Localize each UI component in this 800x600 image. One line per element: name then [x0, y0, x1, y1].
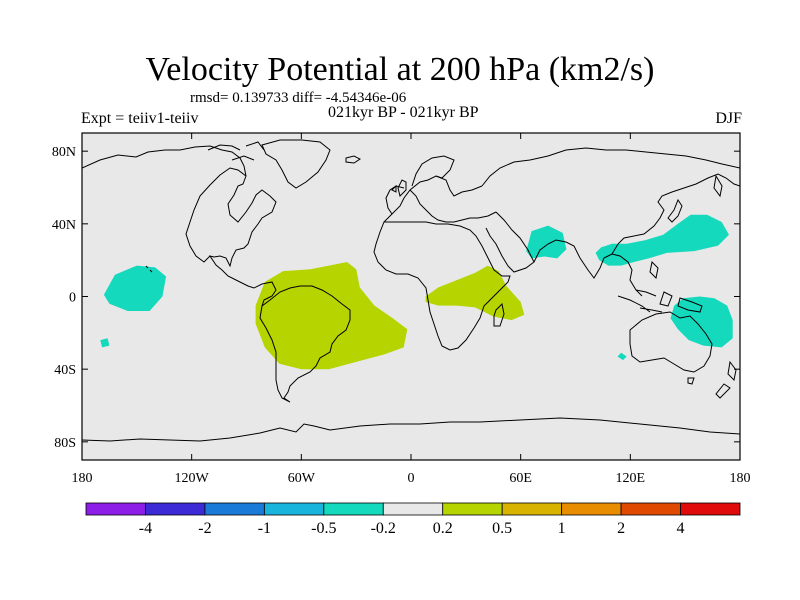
colorbar-swatch: [680, 502, 741, 516]
colorbar-label: -2: [198, 520, 211, 537]
coastline-australia: [629, 311, 713, 373]
colorbar-label: -1: [258, 520, 271, 537]
colorbar-label: 1: [558, 520, 566, 537]
colorbar-label: -0.2: [371, 520, 396, 537]
season-label: DJF: [715, 110, 742, 127]
map-ocean-background: [82, 133, 740, 460]
period-label: 021kyr BP - 021kyr BP: [328, 104, 479, 121]
coastline-tasmania: [687, 377, 695, 385]
coastline-indonesia: [617, 289, 703, 313]
coastline-kamchatka: [713, 174, 723, 198]
coastline-british-isles: [391, 179, 407, 197]
lon-tick-label: 60W: [288, 471, 316, 486]
colorbar-label: 4: [677, 520, 685, 537]
lat-tick-label: 40N: [52, 218, 76, 233]
colorbar-label: -0.5: [311, 520, 336, 537]
south-america-positive-anomaly: [255, 262, 408, 370]
lon-tick-label: 180: [72, 471, 93, 486]
lat-tick-label: 0: [69, 291, 76, 306]
lon-tick-label: 120W: [175, 471, 210, 486]
colorbar-swatch: [85, 502, 146, 516]
coastline-hawaii: [145, 265, 153, 273]
colorbar-swatch: [263, 502, 325, 516]
coastline-iceland: [345, 155, 361, 164]
rmsd-diff-stats: rmsd= 0.139733 diff= -4.54346e-06: [190, 90, 407, 106]
south-pacific-negative-spot: [100, 338, 110, 348]
coastline-asia: [481, 147, 740, 297]
lat-tick-label: 80S: [54, 436, 76, 451]
coastline-greenland: [261, 139, 331, 189]
axis-ticks: 80N 40N 0 40S 80S 180 120W 60W 0 60E 120E 180: [52, 133, 751, 486]
coastline-philippines: [649, 260, 659, 280]
colorbar-swatch: [561, 502, 622, 516]
coastline-scandinavia: [411, 155, 455, 187]
colorbar-swatch: [442, 502, 503, 516]
lat-tick-label: 40S: [54, 363, 76, 378]
coastline-africa: [373, 221, 511, 351]
colorbar-label: 0.5: [492, 520, 512, 537]
coastline-japan: [667, 198, 683, 223]
colorbar-swatch: [145, 502, 206, 516]
coastlines: [82, 139, 740, 442]
colorbar-swatch: [323, 502, 384, 516]
arabia-negative-anomaly: [526, 225, 567, 259]
colorbar-swatch: [204, 502, 265, 516]
coastline-west-north-america: [185, 167, 247, 263]
lon-tick-label: 0: [408, 471, 415, 486]
experiment-label: Expt = teiiv1-teiiv: [81, 110, 199, 127]
indian-ocean-negative-spot: [617, 352, 627, 361]
coastline-antarctica: [82, 417, 740, 442]
colorbar-label: 0.2: [433, 520, 453, 537]
lon-tick-label: 60E: [509, 471, 532, 486]
colorbar-swatch: [382, 502, 444, 516]
coastline-north-america: [82, 145, 277, 307]
lon-tick-label: 120E: [616, 471, 646, 486]
colorbar-swatch: [620, 502, 681, 516]
coastline-arctic-islands: [207, 141, 265, 161]
colorbar-swatch: [501, 502, 563, 516]
colorbar: -4 -2 -1 -0.5 -0.2 0.2 0.5 1 2 4: [85, 502, 741, 537]
colorbar-label: -4: [139, 520, 152, 537]
coastline-south-america: [259, 285, 351, 403]
lat-tick-label: 80N: [52, 145, 76, 160]
colorbar-label: 2: [617, 520, 625, 537]
coastline-arabia: [485, 211, 535, 273]
coastline-new-zealand: [715, 360, 737, 399]
asia-negative-anomaly: [595, 214, 729, 266]
coastline-madagascar: [493, 302, 505, 327]
pacific-negative-anomaly: [103, 265, 167, 311]
plot-title: Velocity Potential at 200 hPa (km2/s): [145, 51, 655, 88]
lon-tick-label: 180: [730, 471, 751, 486]
coastline-europe: [383, 175, 497, 223]
